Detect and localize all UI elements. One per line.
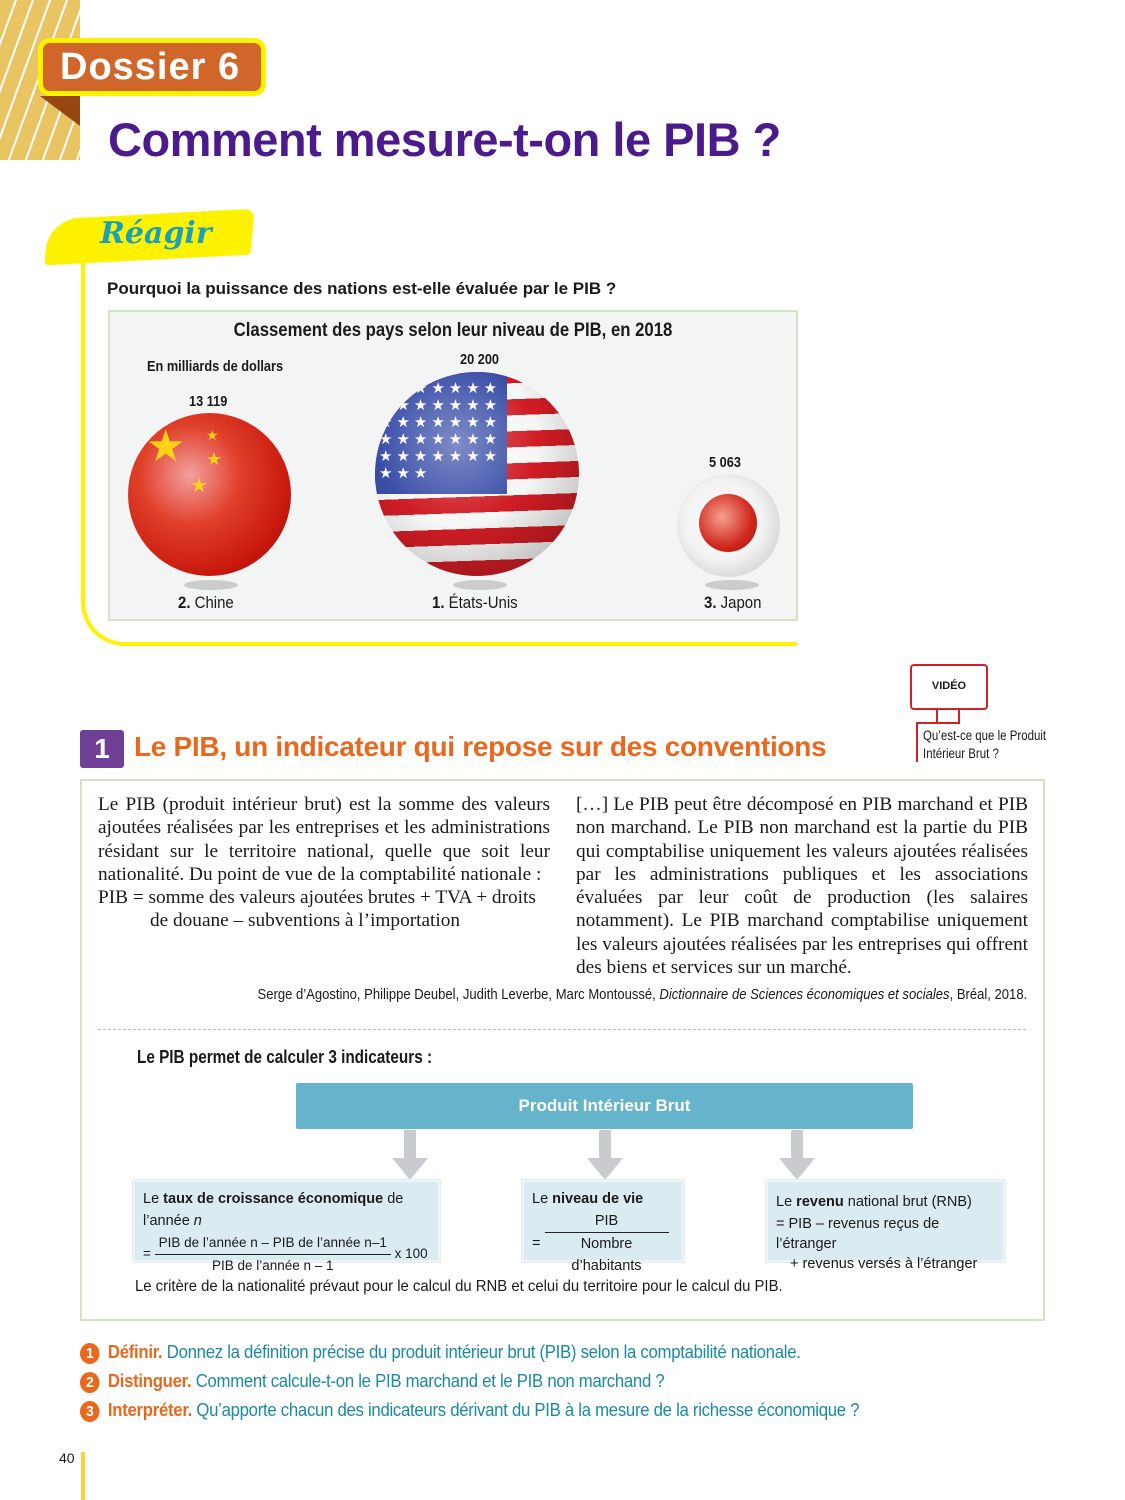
reagir-question: Pourquoi la puissance des nations est-el… (107, 279, 617, 298)
globe-shadow (184, 580, 238, 590)
chart-title: Classement des pays selon leur niveau de… (233, 320, 673, 341)
indicator-growth-rate: Le taux de croissance économique de l’an… (133, 1180, 440, 1273)
country-label-usa: 1. États-Unis (432, 593, 518, 612)
text-left: Le PIB (produit intérieur brut) est la s… (98, 794, 550, 932)
document-box (80, 779, 1045, 1321)
citation: Serge d’Agostino, Philippe Deubel, Judit… (257, 987, 1027, 1003)
star-icon: ★ (190, 475, 208, 497)
monitor-stand (936, 710, 960, 724)
country-label-china: 2. Chine (178, 593, 234, 612)
arrow-down-icon (779, 1130, 815, 1180)
japan-disc (699, 494, 757, 552)
star-icon: ★ (146, 422, 186, 471)
video-connector (916, 722, 946, 762)
video-caption[interactable]: Qu’est-ce que le Produit Intérieur Brut ? (923, 728, 1047, 761)
reagir-label: Réagir (100, 216, 212, 251)
chart-unit: En milliards de dollars (147, 358, 284, 375)
gdp-chart: Classement des pays selon leur niveau de… (108, 310, 798, 621)
country-label-japan: 3. Japon (704, 593, 762, 612)
value-label-china: 13 119 (189, 393, 228, 410)
globe-shading (375, 372, 579, 576)
globe-shadow (705, 580, 759, 590)
page-marker (81, 1452, 85, 1500)
arrow-down-icon (392, 1130, 428, 1180)
globe-shadow (453, 580, 507, 590)
arrow-down-icon (587, 1130, 623, 1180)
value-label-japan: 5 063 (709, 454, 741, 471)
page-number: 40 (59, 1450, 75, 1466)
star-icon: ★ (206, 449, 223, 469)
value-label-usa: 20 200 (460, 351, 500, 368)
dashed-divider (98, 1029, 1026, 1030)
text-right: […] Le PIB peut être décomposé en PIB ma… (576, 794, 1028, 979)
reagir-frame (81, 262, 797, 646)
stars-canton: ★★★★★★★★★★★★★★★★★★★★★★★★★★★★★★★★★★★★★★ (375, 372, 507, 494)
usa-globe: ★★★★★★★★★★★★★★★★★★★★★★★★★★★★★★★★★★★★★★ (375, 372, 579, 576)
note: Le critère de la nationalité prévaut pou… (135, 1278, 783, 1295)
pib-box: Produit Intérieur Brut (296, 1083, 913, 1129)
question-1: 1 Définir. Donnez la définition précise d… (80, 1342, 801, 1364)
dossier-badge: Dossier 6 (38, 38, 266, 96)
page-title: Comment mesure-t-on le PIB ? (108, 113, 781, 166)
question-2: 2 Distinguer. Comment calcule-t-on le PIB… (80, 1371, 665, 1393)
section-title: Le PIB, un indicateur qui repose sur des… (134, 731, 827, 762)
indicators-intro: Le PIB permet de calculer 3 indicateurs … (137, 1047, 433, 1067)
japan-globe (677, 474, 780, 577)
badge-fold (40, 96, 80, 126)
star-icon: ★ (206, 427, 219, 443)
video-icon[interactable]: VIDÉO (910, 664, 988, 710)
indicator-rnb: Le revenu national brut (RNB) = PIB – re… (766, 1180, 1005, 1272)
china-globe: ★ ★ ★ ★ (128, 413, 291, 576)
section-number: 1 (80, 730, 124, 768)
question-3: 3 Interpréter. Qu’apporte chacun des indi… (80, 1400, 860, 1422)
indicator-living-standard: Le niveau de vie = PIB Nombre d’habitants (522, 1180, 684, 1274)
